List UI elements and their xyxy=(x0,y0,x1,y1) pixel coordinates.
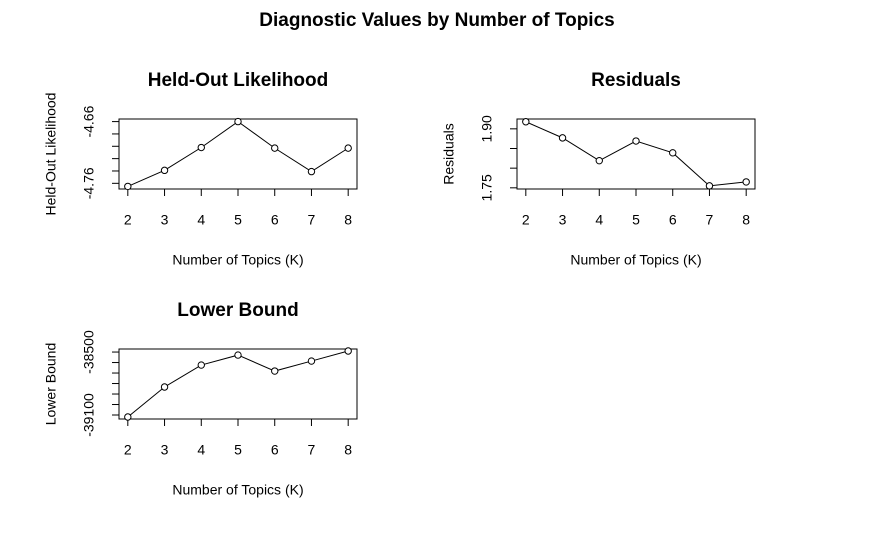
x-tick-label: 3 xyxy=(161,212,169,228)
point xyxy=(197,143,205,152)
point xyxy=(344,144,352,152)
plot-box xyxy=(516,118,756,190)
y-tick-label: -4.76 xyxy=(81,167,97,199)
y-axis-label: Lower Bound xyxy=(43,343,59,426)
x-tick-label: 2 xyxy=(522,212,530,228)
x-tick-label: 8 xyxy=(344,442,352,458)
figure-title: Diagnostic Values by Number of Topics xyxy=(259,10,614,31)
y-axis-label: Held-Out Likelihood xyxy=(43,93,59,216)
x-axis-label: Number of Topics (K) xyxy=(172,482,303,498)
series-line xyxy=(525,121,747,187)
point xyxy=(160,166,169,175)
series-line xyxy=(127,120,349,187)
y-tick-label: -39100 xyxy=(81,393,97,437)
point xyxy=(271,367,279,375)
x-tick-label: 5 xyxy=(234,212,242,228)
point xyxy=(558,134,567,142)
point xyxy=(307,167,316,176)
point xyxy=(307,357,316,365)
x-tick-label: 5 xyxy=(632,212,640,228)
x-tick-label: 6 xyxy=(271,442,279,458)
point xyxy=(705,182,714,190)
x-tick-label: 7 xyxy=(308,442,316,458)
y-tick-label: -4.66 xyxy=(81,105,97,137)
point xyxy=(197,361,205,369)
plot-box xyxy=(118,348,358,420)
x-axis-label: Number of Topics (K) xyxy=(570,252,701,268)
x-tick-label: 3 xyxy=(161,442,169,458)
point xyxy=(124,182,132,191)
x-tick-label: 3 xyxy=(559,212,567,228)
x-tick-label: 7 xyxy=(308,212,316,228)
x-tick-label: 4 xyxy=(197,442,205,458)
panel-title: Lower Bound xyxy=(177,300,298,321)
point xyxy=(271,144,279,152)
x-tick-label: 5 xyxy=(234,442,242,458)
y-tick-label: 1.75 xyxy=(479,174,495,201)
point xyxy=(234,117,242,126)
x-tick-label: 7 xyxy=(706,212,714,228)
point xyxy=(669,149,677,157)
y-tick-label: 1.90 xyxy=(479,115,495,142)
panel-title: Residuals xyxy=(591,70,681,91)
point xyxy=(234,351,242,359)
y-axis-label: Residuals xyxy=(441,123,457,184)
y-tick-label: -38500 xyxy=(81,330,97,374)
point xyxy=(124,413,132,421)
panel-title: Held-Out Likelihood xyxy=(148,70,329,91)
x-tick-label: 2 xyxy=(124,212,132,228)
x-tick-label: 4 xyxy=(595,212,603,228)
x-tick-label: 6 xyxy=(669,212,677,228)
x-tick-label: 4 xyxy=(197,212,205,228)
x-tick-label: 8 xyxy=(344,212,352,228)
point xyxy=(595,156,603,165)
x-axis-label: Number of Topics (K) xyxy=(172,252,303,268)
plot-box xyxy=(118,118,358,190)
point xyxy=(742,178,750,186)
x-tick-label: 2 xyxy=(124,442,132,458)
x-tick-label: 8 xyxy=(742,212,750,228)
point xyxy=(522,118,530,126)
x-tick-label: 6 xyxy=(271,212,279,228)
point xyxy=(160,383,169,391)
point xyxy=(632,137,640,145)
point xyxy=(344,347,352,355)
